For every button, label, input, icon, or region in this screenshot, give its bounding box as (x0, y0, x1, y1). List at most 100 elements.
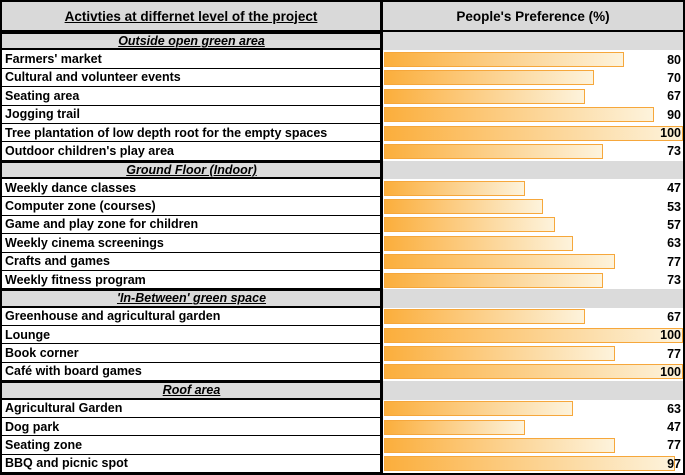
bar-cell: 57 (383, 215, 683, 235)
preference-bar (384, 199, 543, 215)
table-row: Cultural and volunteer events 70 (2, 68, 683, 88)
preference-bar (384, 401, 573, 417)
preference-value: 67 (667, 89, 681, 104)
preference-value: 80 (667, 52, 681, 67)
bar-cell: 67 (383, 307, 683, 326)
preference-bar (384, 419, 525, 435)
preference-value: 77 (667, 438, 681, 453)
preference-bar (384, 456, 675, 472)
preference-value: 100 (660, 327, 681, 342)
column-header-preference: People's Preference (%) (456, 8, 610, 24)
preference-value: 90 (667, 107, 681, 122)
bar-cell: 77 (383, 344, 683, 363)
table-row: Café with board games 100 (2, 362, 683, 382)
table-row: Agricultural Garden 63 (2, 399, 683, 418)
preference-value: 63 (667, 401, 681, 416)
activity-label: Seating zone (2, 436, 383, 455)
table-row: Book corner 77 (2, 344, 683, 363)
activity-label: Café with board games (2, 362, 383, 382)
bar-cell: 77 (383, 436, 683, 455)
table-row: Lounge 100 (2, 326, 683, 345)
preference-value: 63 (667, 236, 681, 251)
activity-label: BBQ and picnic spot (2, 454, 383, 473)
activity-label: Lounge (2, 326, 383, 345)
preference-value: 47 (667, 180, 681, 195)
bar-cell: 73 (383, 142, 683, 161)
activity-label: Tree plantation of low depth root for th… (2, 123, 383, 143)
activity-label: Weekly fitness program (2, 270, 383, 290)
preference-value: 73 (667, 144, 681, 159)
preference-value: 53 (667, 199, 681, 214)
preference-bar (384, 364, 683, 380)
preference-value: 77 (667, 346, 681, 361)
bar-cell: 90 (383, 105, 683, 124)
preference-bar (384, 437, 615, 453)
column-header-activities: Activties at differnet level of the proj… (2, 2, 383, 30)
table-row: Outdoor children's play area 73 (2, 142, 683, 161)
bar-cell: 100 (383, 123, 683, 143)
section-title: 'In-Between' green space (2, 289, 383, 308)
preference-value: 100 (660, 364, 681, 379)
table-row: Weekly cinema screenings 63 (2, 234, 683, 253)
bar-cell: 73 (383, 270, 683, 290)
preference-value: 77 (667, 254, 681, 269)
activity-label: Game and play zone for children (2, 215, 383, 235)
preference-bar (384, 327, 683, 343)
preference-value: 70 (667, 70, 681, 85)
bar-cell: 70 (383, 68, 683, 88)
preference-bar (384, 52, 624, 68)
activity-label: Dog park (2, 417, 383, 437)
activity-label: Book corner (2, 344, 383, 363)
preference-bar (384, 88, 585, 104)
activity-label: Crafts and games (2, 252, 383, 271)
table-row: Weekly dance classes 47 (2, 179, 683, 198)
table-row: Greenhouse and agricultural garden 67 (2, 307, 683, 326)
bar-cell: 100 (383, 362, 683, 382)
table-row: Weekly fitness program 73 (2, 270, 683, 290)
section-row-outside-open-green-area: Outside open green area (2, 32, 683, 51)
activity-label: Agricultural Garden (2, 399, 383, 418)
preference-bar (384, 180, 525, 196)
section-row-in-between-green-space: 'In-Between' green space (2, 289, 683, 308)
table-row: Farmers' market 80 (2, 50, 683, 69)
section-row-roof-area: Roof area (2, 381, 683, 400)
activity-label: Weekly cinema screenings (2, 234, 383, 253)
activity-label: Greenhouse and agricultural garden (2, 307, 383, 326)
preference-value: 57 (667, 217, 681, 232)
bar-cell: 47 (383, 417, 683, 437)
section-bar-cell (383, 381, 683, 400)
activity-label: Seating area (2, 87, 383, 106)
bar-cell: 80 (383, 50, 683, 69)
bar-cell: 53 (383, 197, 683, 216)
preference-bar (384, 107, 654, 123)
section-title: Roof area (2, 381, 383, 400)
table-row: Dog park 47 (2, 417, 683, 437)
bar-cell: 100 (383, 326, 683, 345)
table-header-row: Activties at differnet level of the proj… (2, 2, 683, 32)
preference-bar (384, 309, 585, 325)
table-row: Game and play zone for children 57 (2, 215, 683, 235)
table-row: Crafts and games 77 (2, 252, 683, 271)
activity-label: Cultural and volunteer events (2, 68, 383, 88)
preference-bar (384, 254, 615, 270)
preference-bar (384, 217, 555, 233)
section-title: Ground Floor (Indoor) (2, 160, 383, 179)
bar-cell: 63 (383, 234, 683, 253)
activity-label: Outdoor children's play area (2, 142, 383, 161)
table-row: BBQ and picnic spot 97 (2, 454, 683, 473)
table-row: Computer zone (courses) 53 (2, 197, 683, 216)
table-row: Seating zone 77 (2, 436, 683, 455)
table-row: Jogging trail 90 (2, 105, 683, 124)
preference-value: 47 (667, 419, 681, 434)
section-bar-cell (383, 32, 683, 51)
preference-value: 100 (660, 125, 681, 140)
table-row: Seating area 67 (2, 87, 683, 106)
activity-label: Weekly dance classes (2, 179, 383, 198)
bar-cell: 97 (383, 454, 683, 473)
activity-label: Jogging trail (2, 105, 383, 124)
preference-value: 73 (667, 272, 681, 287)
preference-bar (384, 346, 615, 362)
section-title: Outside open green area (2, 32, 383, 51)
preference-bar (384, 143, 603, 159)
